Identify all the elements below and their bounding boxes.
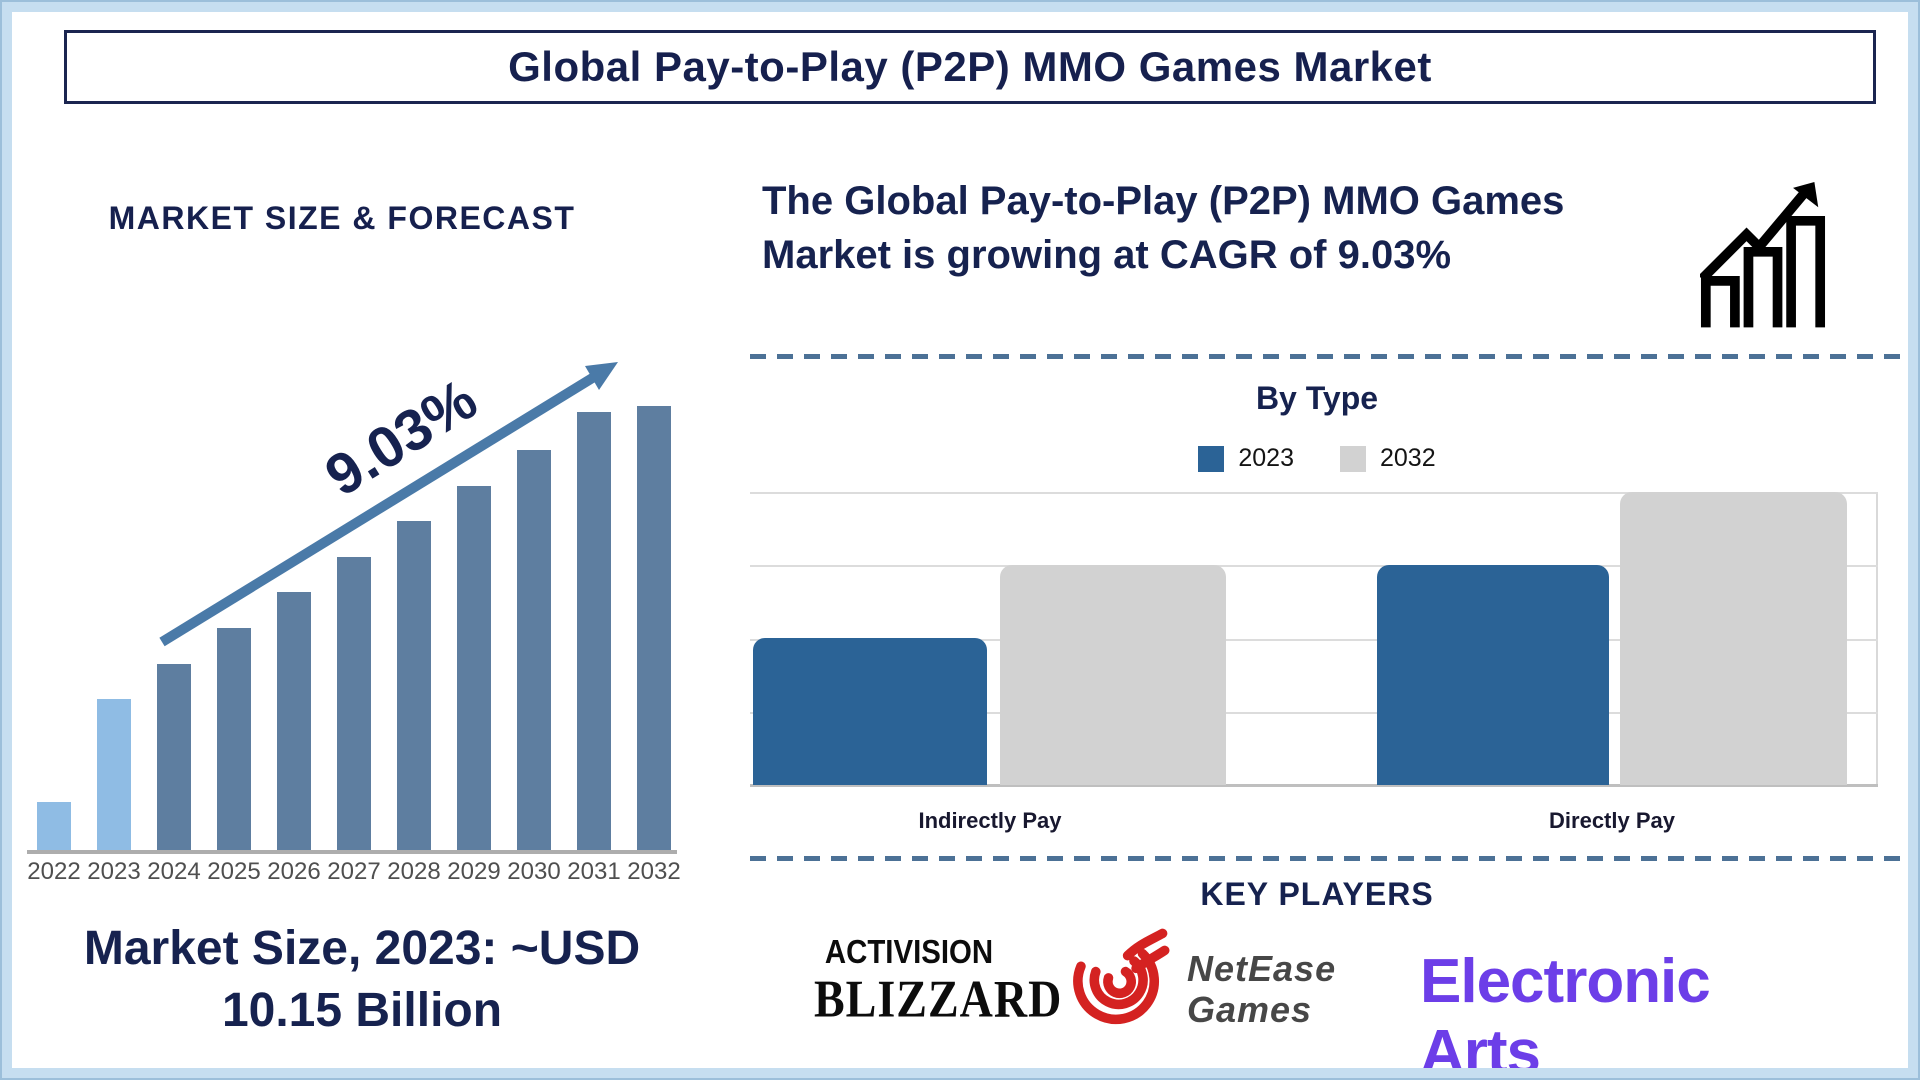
year-label-2026: 2026: [267, 858, 321, 885]
by-type-bar-2023-indirectly-pay: [753, 638, 987, 785]
forecast-bar-2024: [157, 664, 191, 850]
forecast-bar-2031: [577, 412, 611, 850]
market-size-forecast-heading: MARKET SIZE & FORECAST: [108, 200, 576, 236]
year-label-2023: 2023: [87, 858, 141, 885]
gridline: [750, 492, 1878, 494]
games-word: Games: [1187, 989, 1313, 1031]
key-players-heading: KEY PLAYERS: [1200, 876, 1434, 912]
left-chart-axis-line: [27, 850, 677, 854]
year-label-2024: 2024: [147, 858, 201, 885]
forecast-bar-2025: [217, 628, 251, 850]
dashed-divider-top: [750, 354, 1910, 359]
x-axis-line: [750, 784, 1878, 787]
forecast-bar-2027: [337, 557, 371, 850]
page-title: Global Pay-to-Play (P2P) MMO Games Marke…: [508, 43, 1432, 90]
category-label-directly-pay: Directly Pay: [1549, 808, 1675, 833]
netease-word: NetEase: [1187, 948, 1337, 989]
year-label-2027: 2027: [327, 858, 381, 885]
forecast-bar-2032: [637, 406, 671, 850]
year-label-2032: 2032: [627, 858, 681, 885]
by-type-legend: 2023 2032: [747, 444, 1887, 473]
year-label-2025: 2025: [207, 858, 261, 885]
forecast-bar-2023: [97, 699, 131, 850]
market-size-note: Market Size, 2023: ~USD 10.15 Billion: [27, 918, 697, 1043]
cagr-trend-arrow: [159, 362, 618, 647]
forecast-bar-2028: [397, 521, 431, 850]
year-label-2029: 2029: [447, 858, 501, 885]
netease-flame-icon: [1073, 928, 1170, 1025]
forecast-bar-2022: [37, 802, 71, 850]
legend-item-2032: 2032: [1340, 444, 1436, 473]
blizzard-wordmark: BLIZZARD: [814, 969, 1063, 1028]
market-size-forecast-chart: 2022 2023 2024 2025 2026 2027 2028 2029 2030 2031…: [27, 402, 697, 885]
year-label-2022: 2022: [27, 858, 81, 885]
growth-bars-arrow-icon: [1700, 182, 1826, 328]
category-label-indirectly-pay: Indirectly Pay: [918, 808, 1062, 833]
market-size-note-line1: Market Size, 2023: ~USD: [83, 922, 641, 975]
by-type-bar-2023-directly-pay: [1377, 565, 1609, 785]
legend-swatch-2023: [1198, 445, 1225, 472]
by-type-heading: By Type: [1255, 380, 1379, 416]
cagr-headline-line1: The Global Pay-to-Play (P2P) MMO Games: [762, 179, 1565, 223]
activision-blizzard-logo: ACTIVISION BLIZZARD: [814, 934, 1061, 1028]
legend-label-2023: 2023: [1238, 444, 1294, 472]
title-box: Global Pay-to-Play (P2P) MMO Games Marke…: [64, 30, 1876, 104]
forecast-bar-2026: [277, 592, 311, 850]
legend-label-2032: 2032: [1380, 444, 1436, 472]
gridline: [750, 639, 1878, 641]
forecast-bar-2030: [517, 450, 551, 850]
netease-games-wordmark: NetEase Games: [1187, 948, 1336, 1031]
cagr-headline: The Global Pay-to-Play (P2P) MMO Games M…: [762, 174, 1722, 282]
year-label-2028: 2028: [387, 858, 441, 885]
electronic-arts-logo: Electronic Arts: [1420, 947, 1711, 1087]
year-label-2031: 2031: [567, 858, 621, 885]
by-type-chart: [750, 492, 1878, 787]
by-type-bar-2032-indirectly-pay: [1000, 565, 1226, 785]
gridline: [750, 565, 1878, 567]
legend-swatch-2032: [1340, 445, 1366, 472]
market-size-note-line2: 10.15 Billion: [221, 984, 503, 1038]
legend-item-2023: 2023: [1198, 444, 1294, 473]
cagr-headline-line2: Market is growing at CAGR of 9.03%: [762, 233, 1452, 277]
dashed-divider-bottom: [750, 856, 1910, 861]
gridline: [750, 712, 1878, 714]
by-type-bar-2032-directly-pay: [1620, 492, 1847, 785]
year-label-2030: 2030: [507, 858, 561, 885]
forecast-bar-2029: [457, 486, 491, 850]
activision-wordmark: ACTIVISION: [824, 934, 994, 971]
